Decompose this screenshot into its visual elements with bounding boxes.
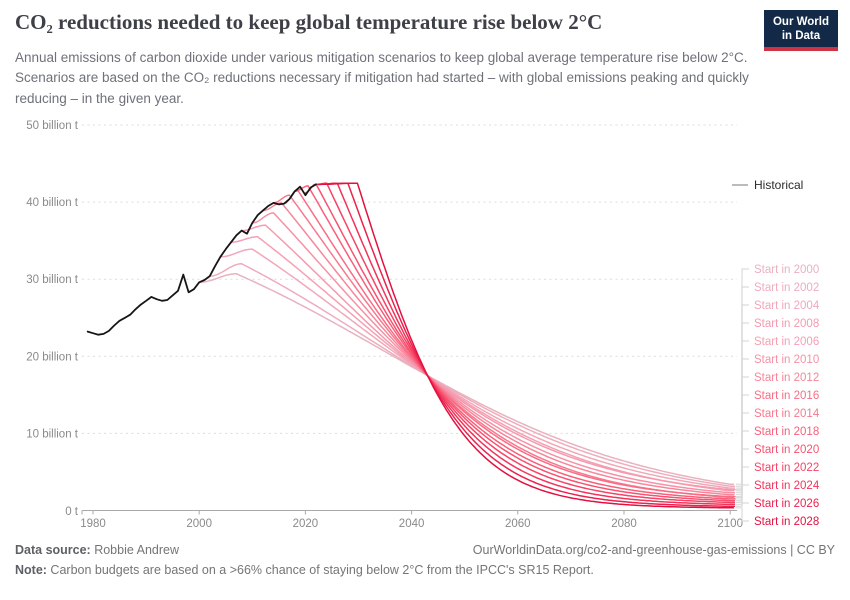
scenario-line-2018[interactable] [294,185,736,500]
scenario-line-2008[interactable] [240,224,736,491]
data-source-line: Data source: Robbie Andrew [15,543,179,557]
legend-label-start-in-2018[interactable]: Start in 2018 [754,426,819,438]
legend-label-start-in-2004[interactable]: Start in 2004 [754,300,820,312]
note-label: Note: [15,563,47,577]
scenario-line-2016[interactable] [283,189,736,498]
owid-logo-line2: in Data [781,30,821,43]
x-axis-tick-label: 2000 [186,518,212,530]
legend-label-historical[interactable]: Historical [754,178,803,192]
legend-label-start-in-2010[interactable]: Start in 2010 [754,354,819,366]
x-axis-tick-label: 2100 [717,518,743,530]
legend-label-start-in-2020[interactable]: Start in 2020 [754,444,819,456]
legend-connector [736,507,749,522]
owid-logo-line1: Our World [772,16,829,28]
x-axis-tick-label: 2060 [505,518,531,530]
legend-label-start-in-2000[interactable]: Start in 2000 [754,264,819,276]
legend-label-start-in-2002[interactable]: Start in 2002 [754,282,819,294]
source-link[interactable]: OurWorldinData.org/co2-and-greenhouse-ga… [472,543,835,557]
legend-label-start-in-2012[interactable]: Start in 2012 [754,372,819,384]
scenario-line-2022[interactable] [315,182,736,504]
legend-connectors-group [736,268,749,522]
scenario-line-2006[interactable] [230,236,735,492]
scenario-line-2026[interactable] [317,182,736,508]
legend-label-start-in-2026[interactable]: Start in 2026 [754,498,819,510]
legend-label-start-in-2014[interactable]: Start in 2014 [754,408,820,420]
legend-label-start-in-2006[interactable]: Start in 2006 [754,336,819,348]
y-axis-tick-label: 40 billion t [26,197,79,209]
y-axis-tick-label: 30 billion t [26,274,79,286]
y-axis-tick-label: 10 billion t [26,428,79,440]
y-axis-tick-label: 20 billion t [26,351,79,363]
scenario-line-2014[interactable] [272,194,735,499]
data-source-value: Robbie Andrew [90,543,179,557]
chart-subtitle: Annual emissions of carbon dioxide under… [15,50,749,106]
y-axis-tick-label: 50 billion t [26,120,79,132]
y-axis-tick-label: 0 t [65,506,79,518]
scenario-line-2004[interactable] [219,248,736,489]
legend-label-start-in-2024[interactable]: Start in 2024 [754,480,820,492]
legend-group: Start in 2000 Start in 2002 Start in 2004 S… [732,178,820,528]
x-axis-tick-label: 1980 [80,518,106,530]
data-source-label: Data source: [15,543,91,557]
legend-connector [736,484,749,505]
scenario-line-2024[interactable] [317,182,736,506]
owid-logo[interactable]: Our World in Data [763,10,838,51]
note-line: Note: Carbon budgets are based on a >66%… [15,563,594,577]
scenario-line-2010[interactable] [251,212,736,494]
legend-label-start-in-2022[interactable]: Start in 2022 [754,462,819,474]
x-axis-tick-label: 2040 [399,518,425,530]
x-axis-tick-label: 2080 [611,518,637,530]
scenario-line-2012[interactable] [262,202,735,496]
scenario-line-2020[interactable] [304,183,736,502]
note-text: Carbon budgets are based on a >66% chanc… [46,563,594,577]
scenario-line-2028[interactable] [317,182,735,509]
scenario-line-2002[interactable] [209,263,736,487]
page-title: CO₂ reductions needed to keep global tem… [15,10,603,34]
legend-label-start-in-2008[interactable]: Start in 2008 [754,318,819,330]
gridlines-group: 0 t 10 billion t 20 billion t 30 billion t 4… [26,120,743,530]
legend-label-start-in-2016[interactable]: Start in 2016 [754,390,819,402]
legend-connector [736,502,749,507]
scenario-curves-group [198,182,736,509]
historical-line[interactable] [86,183,317,336]
scenario-line-2000[interactable] [198,273,735,486]
x-axis-tick-label: 2020 [293,518,319,530]
legend-label-start-in-2028[interactable]: Start in 2028 [754,516,819,528]
